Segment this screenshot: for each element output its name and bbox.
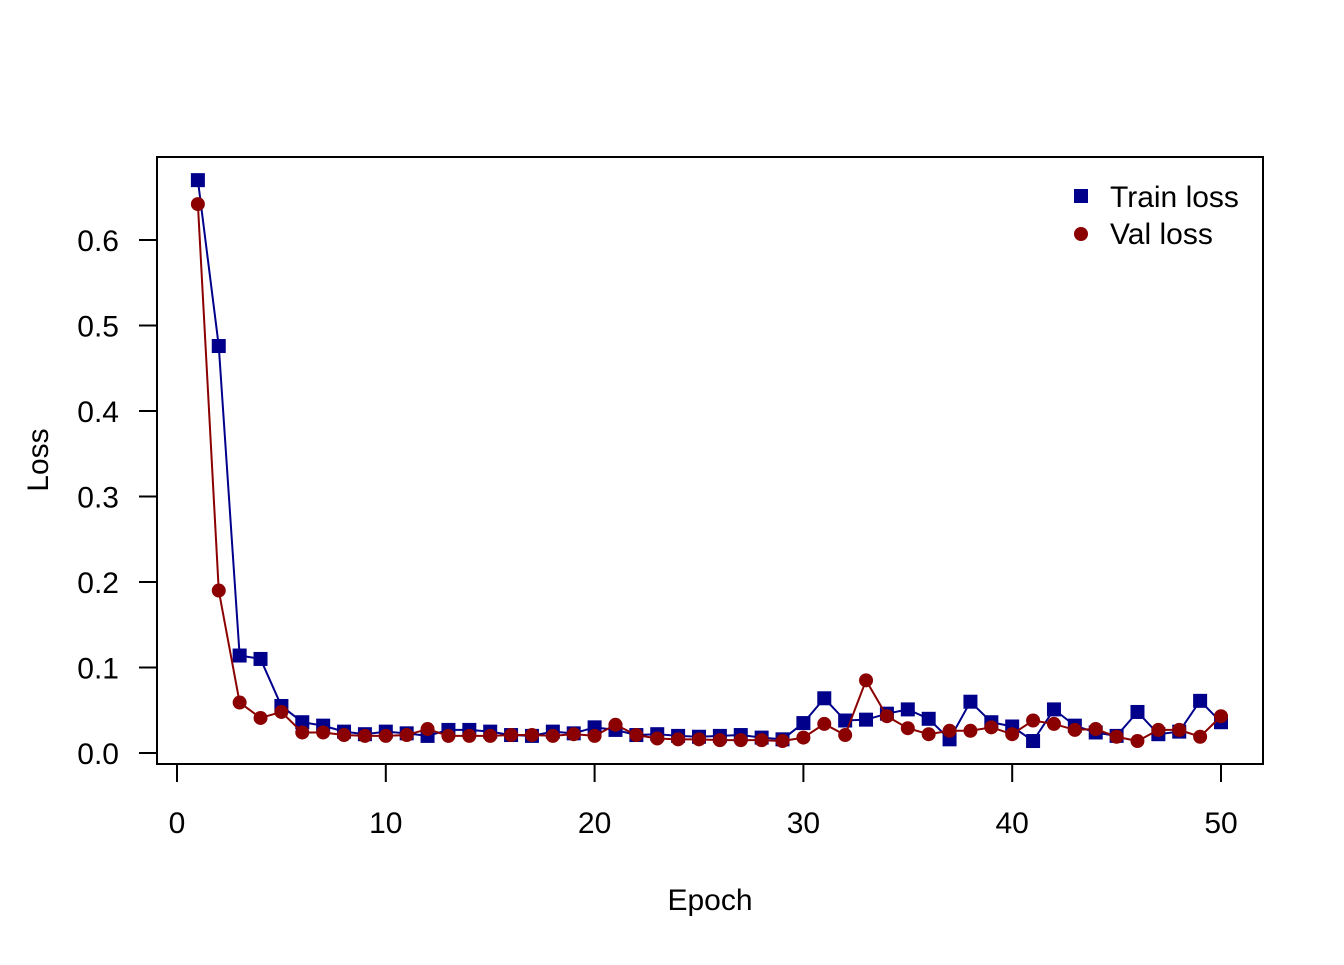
data-point-train-loss [817,691,832,706]
y-tick-label: 0.4 [77,396,119,429]
data-point-train-loss [900,702,915,717]
y-tick-label: 0.2 [77,567,119,600]
data-point-val-loss [608,717,623,732]
data-point-val-loss [1193,729,1208,744]
data-point-val-loss [524,728,539,743]
y-tick-label: 0.0 [77,738,119,771]
legend-marker-train [1074,189,1088,203]
data-point-val-loss [1026,713,1041,728]
y-tick-label: 0.3 [77,482,119,515]
data-point-val-loss [650,731,665,746]
series-line-train-loss [196,180,1222,743]
data-point-val-loss [441,728,456,743]
x-tick-label: 20 [578,807,611,840]
data-point-val-loss [629,728,644,743]
data-point-val-loss [1214,709,1228,724]
y-axis: 0.0 0.1 0.2 0.3 0.4 0.5 0.6 [77,225,158,771]
data-point-val-loss [566,727,581,742]
data-point-val-loss [1151,722,1166,737]
data-point-train-loss [211,339,226,354]
data-point-val-loss [838,728,853,743]
data-point-val-loss [817,716,832,731]
data-point-train-loss [232,648,247,663]
data-point-val-loss [879,709,894,724]
legend-label-val: Val loss [1110,218,1213,251]
x-tick-label: 0 [169,807,186,840]
data-point-train-loss [963,694,978,709]
y-tick-label: 0.6 [77,225,119,258]
data-point-val-loss [671,732,686,747]
data-point-val-loss [504,728,519,743]
data-point-val-loss [942,723,957,738]
data-point-val-loss [211,583,226,598]
data-point-val-loss [274,704,289,719]
data-point-val-loss [796,730,811,745]
x-tick-label: 30 [787,807,820,840]
data-point-val-loss [921,727,936,742]
data-point-val-loss [316,725,331,740]
y-axis-label: Loss [22,428,55,491]
legend-label-train: Train loss [1110,181,1239,214]
series-line-val-loss [196,204,1222,743]
data-point-val-loss [963,723,978,738]
data-point-val-loss [1067,722,1082,737]
data-point-train-loss [1046,702,1061,717]
data-point-train-loss [1193,693,1208,708]
data-point-val-loss [483,728,498,743]
data-point-val-loss [399,728,414,743]
data-point-val-loss [545,728,560,743]
legend: Train loss Val loss [1074,181,1239,251]
data-point-val-loss [357,728,372,743]
x-tick-label: 40 [996,807,1029,840]
data-point-train-loss [295,715,310,730]
data-point-val-loss [232,695,247,710]
data-point-val-loss [295,725,310,740]
data-point-val-loss [775,734,790,749]
x-tick-label: 10 [369,807,402,840]
data-point-val-loss [733,733,748,748]
y-tick-label: 0.5 [77,311,119,344]
data-point-val-loss [378,728,393,743]
data-point-val-loss [1172,722,1187,737]
data-point-train-loss [253,651,268,666]
data-point-val-loss [1005,727,1020,742]
data-point-val-loss [984,720,999,735]
data-point-val-loss [253,710,268,725]
data-point-train-loss [796,716,811,731]
x-axis: 0 10 20 30 40 50 [169,763,1238,840]
y-tick-label: 0.1 [77,653,119,686]
data-point-val-loss [420,722,435,737]
data-point-train-loss [1130,704,1145,719]
data-point-val-loss [692,732,706,747]
data-point-train-loss [190,173,205,188]
data-point-val-loss [900,721,915,736]
x-tick-label: 50 [1204,807,1237,840]
data-point-val-loss [190,197,205,212]
data-point-train-loss [921,711,936,726]
data-point-val-loss [859,673,874,688]
legend-marker-val [1074,227,1088,241]
plot-frame [156,156,1264,765]
data-point-val-loss [337,728,352,743]
data-point-val-loss [754,733,769,748]
data-point-val-loss [1109,729,1124,744]
data-point-val-loss [587,728,602,743]
data-point-val-loss [712,733,727,748]
data-point-val-loss [1046,716,1061,731]
data-point-train-loss [1026,734,1041,749]
series-layer [190,173,1228,749]
data-point-val-loss [1088,722,1103,737]
data-point-val-loss [1130,734,1145,749]
x-axis-label: Epoch [667,884,752,917]
data-point-train-loss [859,712,874,727]
data-point-val-loss [462,728,477,743]
